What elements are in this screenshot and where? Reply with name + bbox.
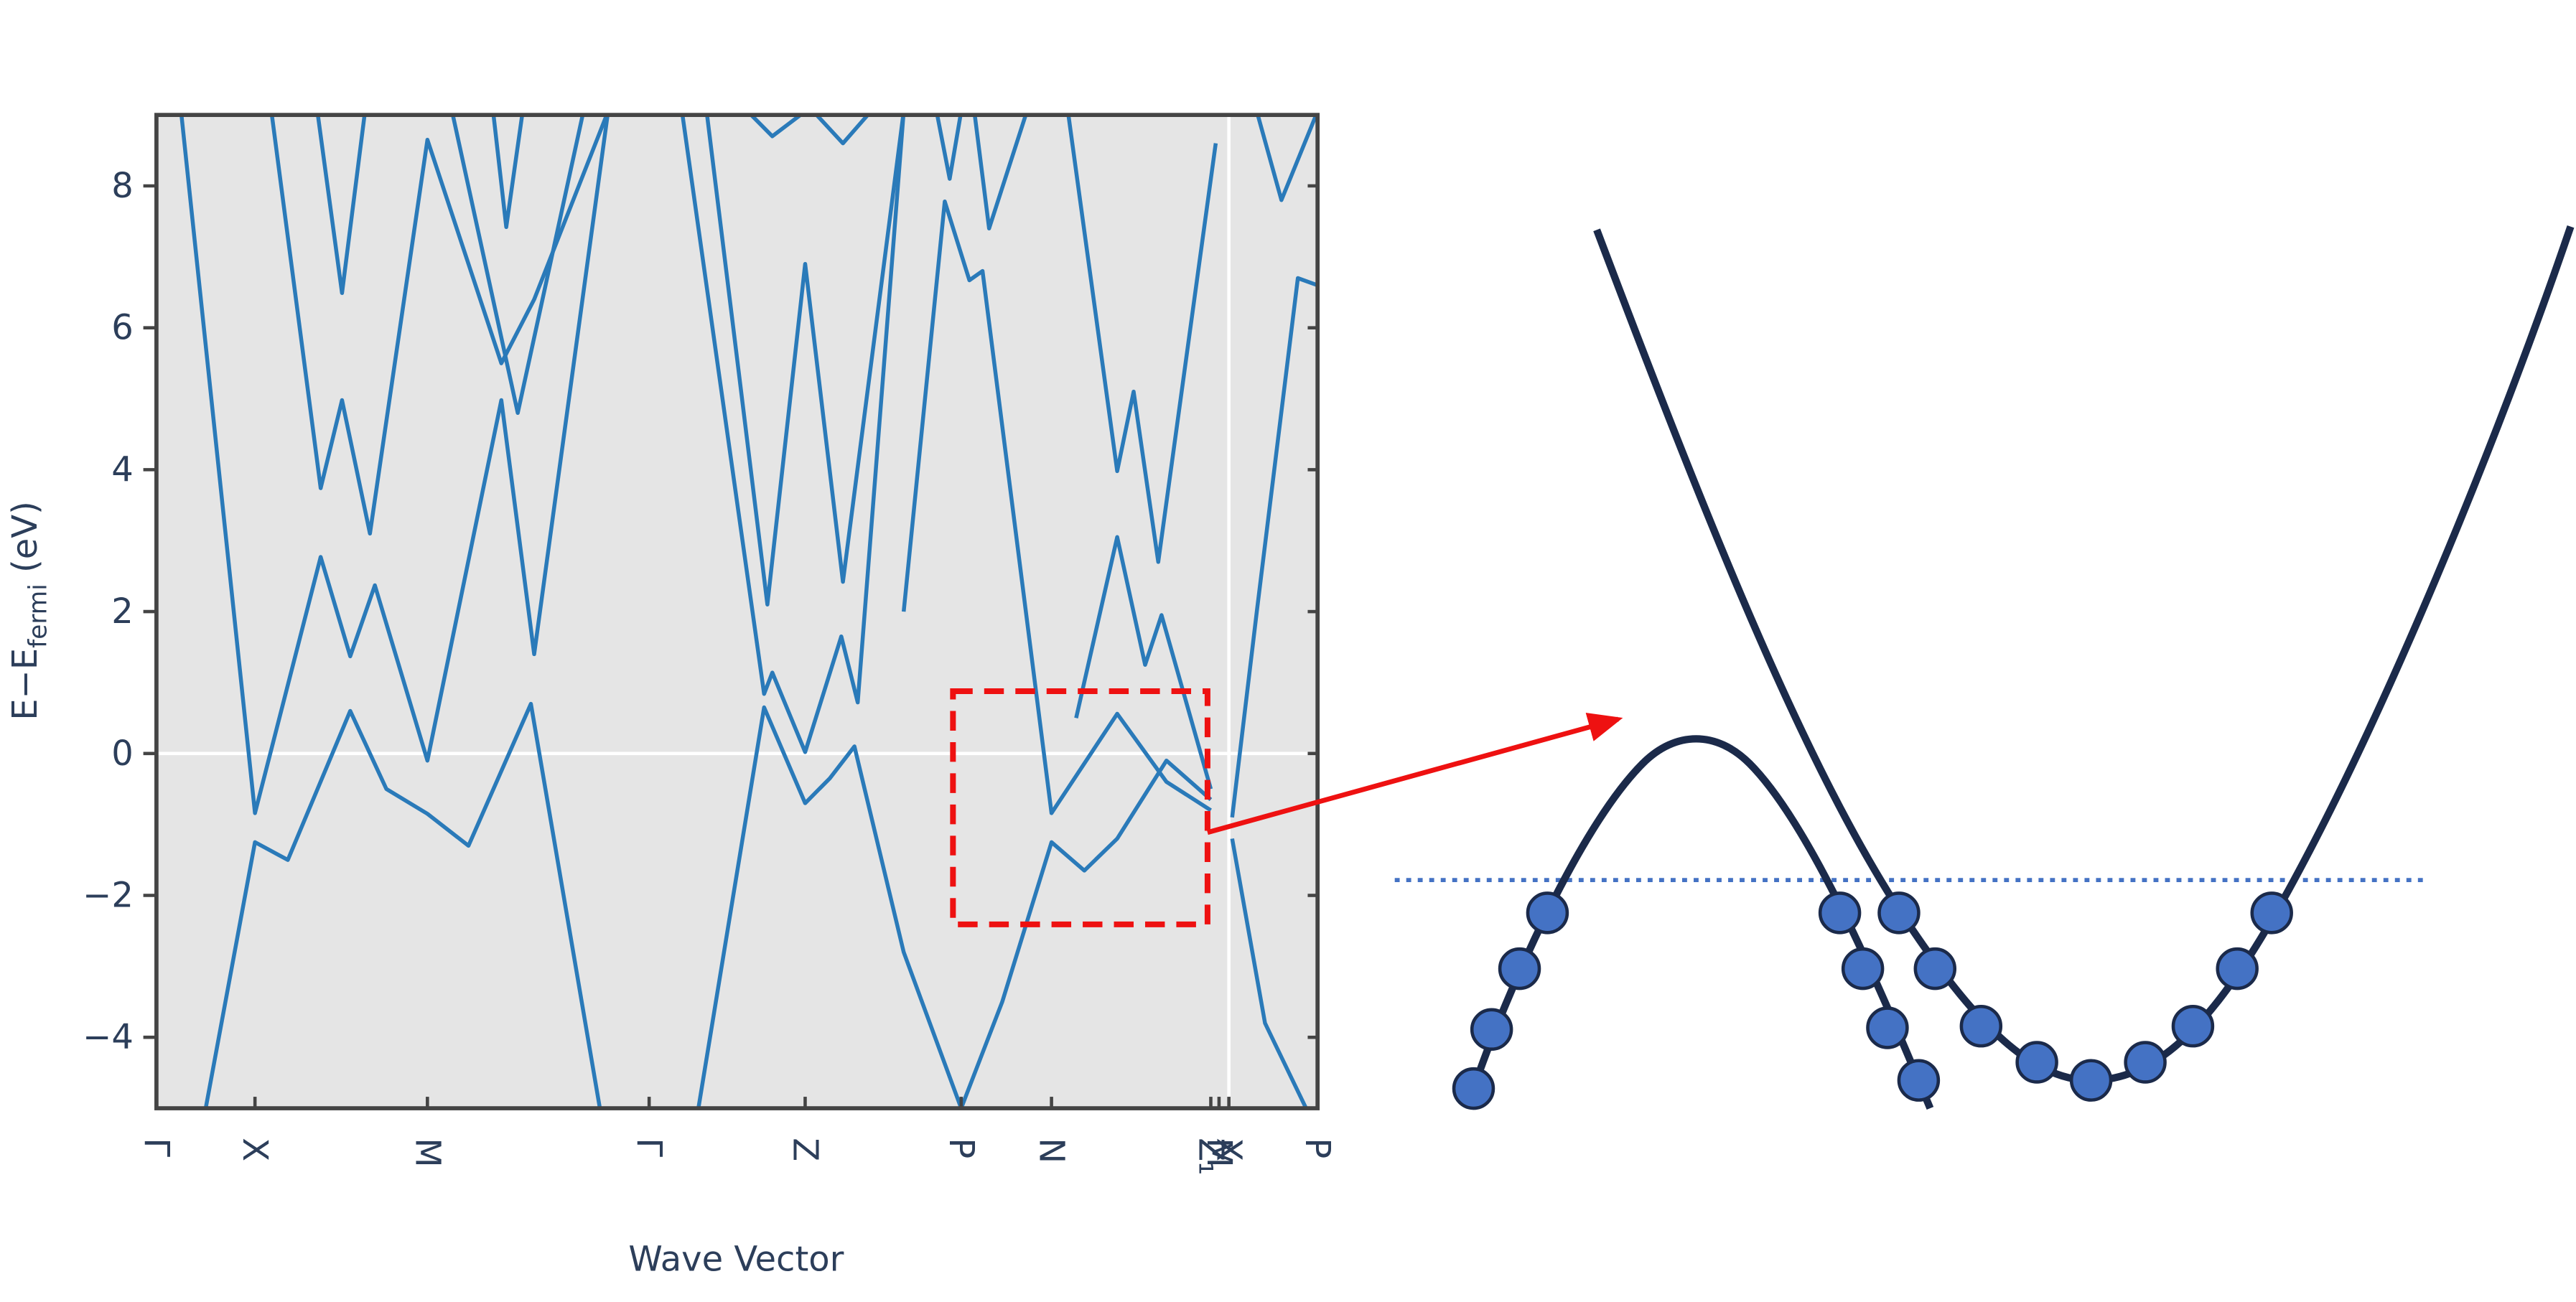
y-label-space <box>5 573 45 584</box>
x-tick-label: M <box>407 1138 447 1167</box>
band-line <box>1230 276 1318 818</box>
x-tick-label: Γ <box>629 1138 669 1157</box>
dot <box>2015 1041 2058 1084</box>
band-line <box>491 115 525 230</box>
band-line <box>935 115 963 181</box>
band-line <box>179 115 610 815</box>
y-tick-label: −2 <box>83 876 134 916</box>
band-line <box>203 701 602 1109</box>
y-tick-label: 4 <box>111 449 134 490</box>
x-tick-label: M <box>1199 1138 1239 1167</box>
y-tick-label: 0 <box>111 734 134 774</box>
dot <box>1913 947 1957 990</box>
hole-band <box>1470 735 1934 1110</box>
y-label-unit: (eV) <box>5 501 45 573</box>
band-line <box>680 115 906 754</box>
band-line <box>696 705 1213 1109</box>
dot <box>2216 947 2259 990</box>
schematic <box>1394 225 2575 1110</box>
y-tick-label: 6 <box>111 308 134 348</box>
dot <box>1498 947 1541 990</box>
dot <box>2069 1059 2113 1102</box>
dot <box>1818 891 1862 935</box>
y-axis-label: E−Efermi (eV) <box>5 501 53 721</box>
dot <box>1470 1008 1513 1052</box>
band-line <box>1256 115 1318 202</box>
dot <box>1841 947 1885 990</box>
electron-band <box>1593 225 2575 1085</box>
dot <box>1877 891 1921 935</box>
x-tick-label: P <box>1297 1138 1338 1158</box>
x-tick-label: Z <box>785 1138 825 1161</box>
y-tick-label: 8 <box>111 166 134 206</box>
band-line <box>813 115 871 146</box>
y-tick-label: −4 <box>83 1017 134 1057</box>
band-line <box>1074 535 1213 790</box>
plot-content <box>156 115 1318 1109</box>
dot <box>2171 1004 2215 1048</box>
dot <box>1526 891 1569 935</box>
y-label-sub: fermi <box>24 584 53 648</box>
dot <box>1897 1059 1941 1102</box>
y-label-main: E−E <box>5 648 45 721</box>
band-line <box>450 115 585 416</box>
zoom-box <box>950 688 1210 927</box>
x-tick-label: N <box>1032 1138 1072 1163</box>
electron-dots <box>1452 891 2293 1110</box>
band-line <box>269 115 609 536</box>
band-line <box>315 115 367 295</box>
band-line <box>972 115 1028 231</box>
dot <box>1452 1067 1495 1110</box>
x-tick-label: X <box>1209 1138 1249 1161</box>
zoom-arrow <box>1206 713 1623 835</box>
plot-background <box>156 115 1318 1109</box>
x-tick-label: X <box>235 1138 275 1161</box>
x-tick-label: Z₁ <box>1190 1138 1231 1175</box>
band-line <box>748 115 804 139</box>
dot <box>1866 1006 1909 1049</box>
dot <box>1959 1004 2003 1048</box>
band-line <box>901 199 1212 815</box>
band-line <box>1230 838 1308 1109</box>
x-tick-label: Γ <box>136 1138 177 1157</box>
dot <box>2250 891 2293 935</box>
band-line <box>705 115 905 606</box>
x-axis-label: Wave Vector <box>628 1240 844 1280</box>
x-tick-label: P <box>941 1138 981 1158</box>
y-tick-label: 2 <box>111 591 134 632</box>
band-line <box>1066 115 1218 564</box>
dot <box>2124 1041 2167 1084</box>
